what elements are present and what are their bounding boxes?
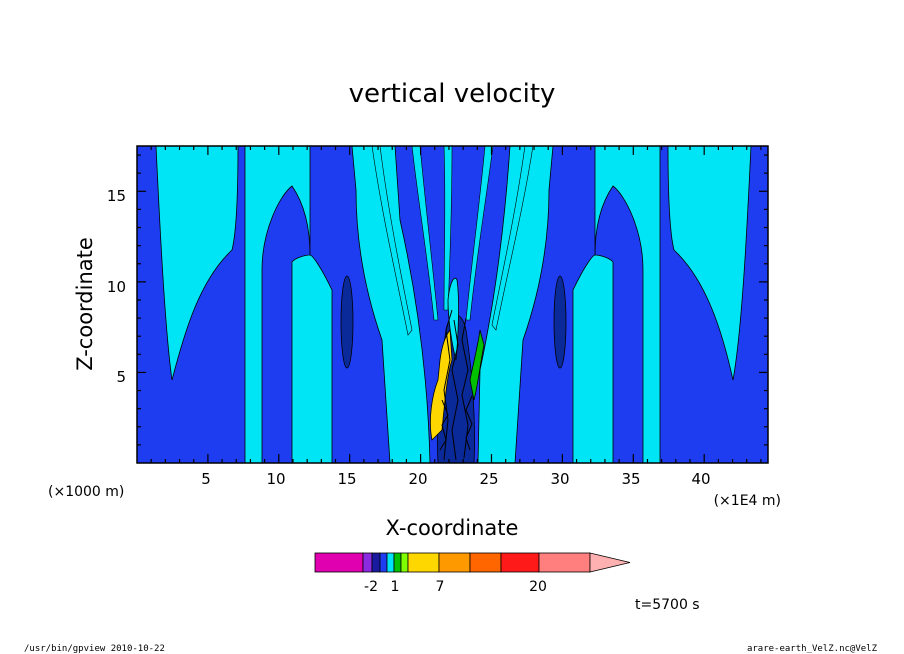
contour-cyan-stripe-1 — [411, 146, 439, 321]
colorbar-tick-label: 20 — [529, 579, 547, 595]
contour-blue-right — [659, 146, 768, 463]
x-tick-label: 20 — [408, 470, 427, 488]
contour-cyan-stripe-4 — [371, 146, 413, 336]
contour-core-lines — [439, 309, 473, 461]
colorbar-segment — [400, 552, 409, 573]
x-axis-label: X-coordinate — [386, 516, 519, 540]
colorbar-segment — [438, 552, 471, 573]
x-tick-label: 10 — [266, 470, 285, 488]
colorbar-segment — [362, 552, 373, 573]
contour-core-green — [469, 329, 485, 401]
colorbar-tick-label: -2 — [364, 579, 378, 595]
x-tick-label: 35 — [621, 470, 640, 488]
contour-navy-right — [553, 275, 567, 369]
chart-title: vertical velocity — [349, 79, 556, 109]
colorbar-segment — [386, 552, 395, 573]
colorbar-segment — [393, 552, 402, 573]
colorbar-tick-labels: -2 1 7 20 — [364, 579, 547, 595]
footer-right: arare-earth_VelZ.nc@VelZ — [747, 644, 878, 654]
x-tick-label: 5 — [201, 470, 211, 488]
y-tick-labels: 5 10 15 — [107, 187, 126, 386]
colorbar-segment — [407, 552, 440, 573]
x-tick-labels: 5 10 15 20 25 30 35 40 — [201, 470, 710, 488]
x-tick-label: 25 — [479, 470, 498, 488]
colorbar — [314, 552, 631, 573]
colorbar-tick-label: 7 — [436, 579, 445, 595]
contour-core-cyan — [447, 277, 459, 361]
colorbar-segment — [379, 552, 388, 573]
colorbar-segment — [538, 552, 591, 573]
contour-cyan-stripe-3 — [465, 146, 494, 321]
x-tick-label: 30 — [550, 470, 569, 488]
plot-area — [137, 146, 768, 463]
contour-navy-left — [340, 275, 354, 369]
x-unit-left: (×1000 m) — [48, 484, 124, 500]
colorbar-tick-label: 1 — [391, 579, 400, 595]
contour-core-yellow — [430, 328, 453, 441]
y-tick-label: 10 — [107, 278, 126, 296]
y-tick-label: 15 — [107, 187, 126, 205]
colorbar-extension — [589, 552, 631, 573]
colorbar-segment — [500, 552, 540, 573]
contour-cyan-stripe-5 — [491, 146, 534, 331]
colorbar-segment — [314, 552, 364, 573]
x-tick-label: 15 — [337, 470, 356, 488]
x-tick-label: 40 — [691, 470, 710, 488]
footer-left: /usr/bin/gpview 2010-10-22 — [24, 644, 165, 654]
contour-blue-band-r1 — [594, 185, 644, 463]
plot-frame — [136, 145, 769, 464]
colorbar-segment — [371, 552, 381, 573]
contour-blue-band-l1 — [261, 185, 311, 463]
axis-ticks — [137, 146, 768, 463]
x-unit-right: (×1E4 m) — [714, 493, 781, 509]
time-label: t=5700 s — [635, 597, 700, 613]
contour-blue-left — [137, 146, 246, 463]
y-tick-label: 5 — [116, 368, 126, 386]
y-axis-label: Z-coordinate — [73, 237, 97, 371]
colorbar-segment — [469, 552, 502, 573]
